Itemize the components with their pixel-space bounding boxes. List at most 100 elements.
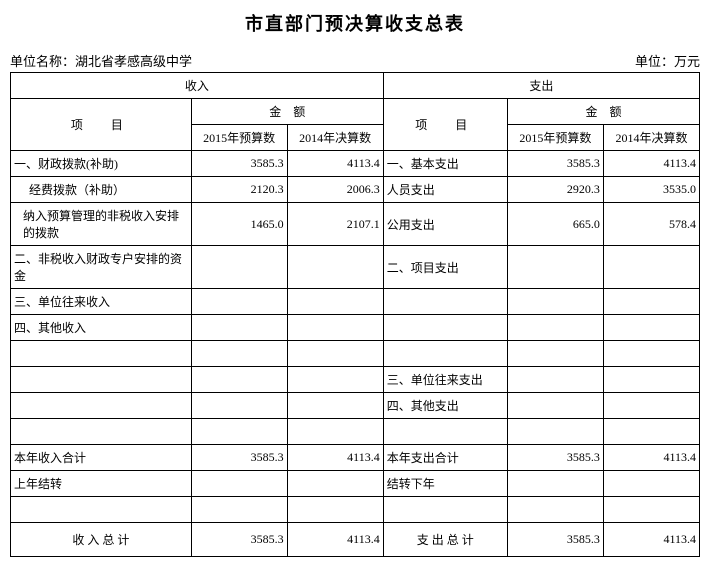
header-item-left: 项 目 [11, 99, 192, 151]
income-f2014 [287, 289, 383, 315]
org-label: 单位名称： [10, 54, 75, 69]
header-final2014-right: 2014年决算数 [603, 125, 699, 151]
income-label: 纳入预算管理的非税收入安排的拨款 [11, 203, 192, 246]
expense-b2015 [507, 341, 603, 367]
table-row: 三、单位往来收入 [11, 289, 700, 315]
expense-b2015: 3585.3 [507, 151, 603, 177]
income-f2014 [287, 471, 383, 497]
income-b2015 [191, 246, 287, 289]
income-b2015: 3585.3 [191, 523, 287, 557]
expense-b2015: 665.0 [507, 203, 603, 246]
income-f2014 [287, 315, 383, 341]
table-row: 三、单位往来支出 [11, 367, 700, 393]
income-f2014: 2006.3 [287, 177, 383, 203]
expense-f2014: 4113.4 [603, 151, 699, 177]
income-f2014 [287, 246, 383, 289]
header-amount-right: 金 额 [507, 99, 699, 125]
expense-f2014: 3535.0 [603, 177, 699, 203]
income-label: 一、财政拨款(补助) [11, 151, 192, 177]
page-title: 市直部门预决算收支总表 [10, 10, 700, 36]
expense-label [383, 289, 507, 315]
expense-label: 一、基本支出 [383, 151, 507, 177]
budget-table: 收入 支出 项 目 金 额 项 目 金 额 2015年预算数 2014年决算数 … [10, 72, 700, 557]
income-f2014: 2107.1 [287, 203, 383, 246]
expense-label [383, 497, 507, 523]
income-b2015 [191, 315, 287, 341]
expense-f2014 [603, 393, 699, 419]
expense-f2014 [603, 315, 699, 341]
income-label: 二、非税收入财政专户安排的资金 [11, 246, 192, 289]
income-f2014: 4113.4 [287, 151, 383, 177]
income-b2015 [191, 367, 287, 393]
expense-label [383, 341, 507, 367]
header-budget2015-left: 2015年预算数 [191, 125, 287, 151]
table-row: 四、其他支出 [11, 393, 700, 419]
header-item-right: 项 目 [383, 99, 507, 151]
income-b2015: 3585.3 [191, 445, 287, 471]
unit-label: 单位：万元 [635, 51, 700, 70]
header-income: 收入 [11, 73, 384, 99]
table-row: 收 入 总 计 3585.3 4113.4 支 出 总 计 3585.3 411… [11, 523, 700, 557]
income-label [11, 393, 192, 419]
expense-f2014: 578.4 [603, 203, 699, 246]
income-label: 三、单位往来收入 [11, 289, 192, 315]
expense-label: 三、单位往来支出 [383, 367, 507, 393]
expense-f2014: 4113.4 [603, 445, 699, 471]
expense-label: 结转下年 [383, 471, 507, 497]
table-row: 本年收入合计 3585.3 4113.4 本年支出合计 3585.3 4113.… [11, 445, 700, 471]
expense-label: 公用支出 [383, 203, 507, 246]
expense-f2014 [603, 341, 699, 367]
table-row [11, 341, 700, 367]
income-f2014 [287, 367, 383, 393]
income-label [11, 497, 192, 523]
expense-b2015: 3585.3 [507, 523, 603, 557]
income-label: 四、其他收入 [11, 315, 192, 341]
org-name: 湖北省孝感高级中学 [75, 54, 192, 69]
table-row: 二、非税收入财政专户安排的资金 二、项目支出 [11, 246, 700, 289]
expense-f2014 [603, 246, 699, 289]
income-label [11, 419, 192, 445]
income-f2014: 4113.4 [287, 523, 383, 557]
expense-b2015: 3585.3 [507, 445, 603, 471]
table-row: 四、其他收入 [11, 315, 700, 341]
expense-label [383, 315, 507, 341]
expense-label [383, 419, 507, 445]
income-b2015 [191, 341, 287, 367]
expense-f2014: 4113.4 [603, 523, 699, 557]
income-b2015: 3585.3 [191, 151, 287, 177]
income-f2014 [287, 341, 383, 367]
header-amount-left: 金 额 [191, 99, 383, 125]
expense-f2014 [603, 497, 699, 523]
expense-f2014 [603, 289, 699, 315]
expense-b2015 [507, 315, 603, 341]
expense-f2014 [603, 367, 699, 393]
table-row: 收入 支出 [11, 73, 700, 99]
income-b2015 [191, 419, 287, 445]
income-b2015: 1465.0 [191, 203, 287, 246]
income-b2015 [191, 289, 287, 315]
income-label: 本年收入合计 [11, 445, 192, 471]
income-b2015 [191, 393, 287, 419]
expense-b2015 [507, 367, 603, 393]
expense-label: 四、其他支出 [383, 393, 507, 419]
expense-b2015 [507, 497, 603, 523]
income-label: 经费拨款（补助） [11, 177, 192, 203]
expense-label: 人员支出 [383, 177, 507, 203]
expense-label: 本年支出合计 [383, 445, 507, 471]
income-label: 上年结转 [11, 471, 192, 497]
expense-total-label: 支 出 总 计 [383, 523, 507, 557]
table-row: 项 目 金 额 项 目 金 额 [11, 99, 700, 125]
income-b2015 [191, 497, 287, 523]
header-final2014-left: 2014年决算数 [287, 125, 383, 151]
income-label [11, 341, 192, 367]
expense-b2015: 2920.3 [507, 177, 603, 203]
income-label [11, 367, 192, 393]
income-b2015 [191, 471, 287, 497]
table-row: 上年结转 结转下年 [11, 471, 700, 497]
expense-f2014 [603, 471, 699, 497]
table-row: 一、财政拨款(补助) 3585.3 4113.4 一、基本支出 3585.3 4… [11, 151, 700, 177]
expense-label: 二、项目支出 [383, 246, 507, 289]
header-expense: 支出 [383, 73, 699, 99]
income-f2014: 4113.4 [287, 445, 383, 471]
expense-b2015 [507, 246, 603, 289]
